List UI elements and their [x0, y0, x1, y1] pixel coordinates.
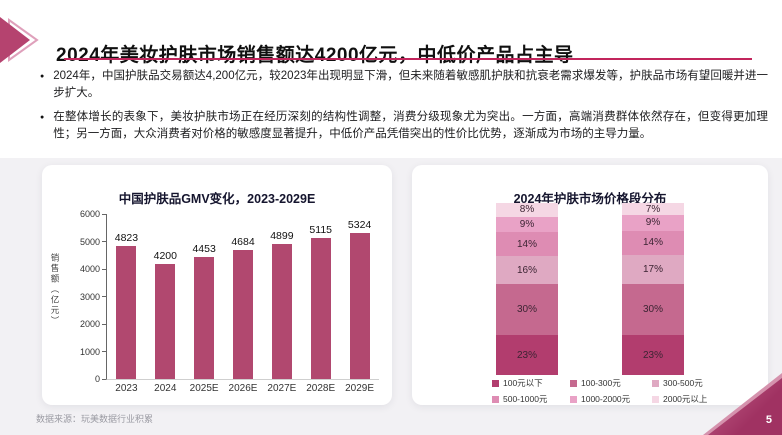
page-number: 5 — [765, 414, 772, 426]
y-axis-tick-label: 0 — [94, 374, 100, 384]
y-axis-tick — [102, 378, 106, 380]
slide-title: 2024年美妆护肤市场销售额达4200亿元，中低价产品占主导 — [56, 44, 574, 66]
data-source-note: 数据来源：玩美数据行业积累 — [36, 414, 154, 424]
segment-1000-2000元: 9% — [496, 216, 558, 233]
segment-300-500元: 16% — [496, 256, 558, 284]
price-chart-title: 2024年护肤市场价格段分布 — [513, 192, 667, 207]
x-axis-label: 2028E — [306, 383, 336, 394]
header-arrow-icon — [0, 14, 42, 71]
x-axis-label: 2024 — [154, 383, 177, 394]
gmv-bar-chart: 0 1000 2000 3000 4000 5000 6000 4823 2023 4200 202… — [80, 209, 379, 395]
bar-value-label: 4684 — [231, 236, 255, 249]
bullet-text-2: 在整体增长的表象下，美妆护肤市场正在经历深刻的结构性调整，消费分级现象尤为突出。… — [53, 111, 768, 140]
gmv-bar — [194, 256, 215, 379]
bar-value-label: 5115 — [309, 224, 333, 237]
legend-item: 2000元以上 — [652, 393, 744, 405]
legend-label: 100元以下 — [503, 378, 543, 388]
y-axis-tick — [102, 268, 106, 270]
y-axis-tick-label: 4000 — [79, 264, 100, 274]
segment-300-500元: 17% — [622, 254, 684, 284]
y-axis-tick-label: 3000 — [79, 291, 100, 302]
x-axis-label: 2025E — [189, 383, 219, 394]
bar-column-2024: 4200 2024 — [146, 214, 185, 395]
summary-bullets: ● 2024年，中国护肤品交易额达4,200亿元，较2023年出现明显下滑，但未… — [40, 68, 768, 150]
legend-swatch-icon — [492, 395, 499, 403]
legend-swatch-icon — [652, 395, 659, 403]
y-axis-tick — [102, 296, 106, 297]
legend-swatch-icon — [570, 379, 577, 387]
y-axis-tick-label: 1000 — [79, 346, 100, 357]
segment-2000元以上: 7% — [622, 203, 684, 216]
x-axis-label: 2026E — [228, 383, 258, 394]
gmv-bar — [155, 263, 176, 379]
gmv-bar — [271, 244, 292, 379]
gmv-bar — [233, 250, 253, 379]
y-axis-tick-label: 2000 — [79, 319, 100, 329]
legend-item: 100-300元 — [570, 377, 652, 389]
legend-label: 1000-2000元 — [581, 394, 631, 404]
legend-item: 500-1000元 — [492, 393, 570, 405]
x-axis-label: 2029E — [345, 383, 375, 394]
y-axis-tick — [102, 351, 106, 352]
legend-label: 100-300元 — [581, 378, 621, 388]
segment-500-1000元: 14% — [496, 232, 558, 257]
legend-swatch-icon — [492, 379, 499, 387]
bar-value-label: 4899 — [270, 230, 294, 243]
gmv-y-axis-title: 销售额（亿元） — [50, 253, 60, 327]
y-axis-tick-label: 6000 — [79, 209, 100, 219]
segment-500-1000元: 14% — [622, 230, 684, 255]
bar-column-2029E: 5324 2029E — [340, 214, 379, 394]
bar-column-2025E: 4453 2025E — [185, 214, 224, 394]
segment-100元以下: 23% — [622, 335, 684, 375]
legend-item: 100元以下 — [492, 377, 570, 389]
bar-value-label: 5324 — [347, 218, 372, 231]
stacked-bar-2: 7% 9% 14% 17% 30% 23% — [622, 203, 684, 375]
title-underline — [64, 58, 752, 60]
segment-100-300元: 30% — [622, 283, 684, 336]
price-stacked-chart: 8% 9% 14% 16% 30% 23% 7% 9% 14% 17% 30% 23% — [412, 203, 768, 375]
legend-swatch-icon — [652, 379, 659, 387]
segment-100元以下: 23% — [496, 335, 558, 375]
bullet-item-2: ● 在整体增长的表象下，美妆护肤市场正在经历深刻的结构性调整，消费分级现象尤为突… — [40, 109, 768, 143]
bullet-text-1: 2024年，中国护肤品交易额达4,200亿元，较2023年出现明显下滑，但未来随… — [53, 70, 768, 99]
gmv-bar — [310, 238, 331, 379]
legend-swatch-icon — [570, 395, 577, 403]
bar-column-2026E: 4684 2026E — [224, 214, 263, 394]
gmv-bar — [349, 232, 370, 379]
bar-value-label: 4200 — [153, 249, 177, 262]
legend-item: 300-500元 — [652, 377, 744, 389]
stacked-bar-1: 8% 9% 14% 16% 30% 23% — [496, 203, 558, 375]
legend-item: 1000-2000元 — [570, 393, 652, 405]
legend-label: 2000元以上 — [663, 394, 708, 404]
gmv-chart-title: 中国护肤品GMV变化，2023-2029E — [118, 192, 316, 207]
x-axis-label: 2027E — [267, 383, 297, 394]
segment-1000-2000元: 9% — [622, 215, 684, 231]
slide-header: 2024年美妆护肤市场销售额达4200亿元，中低价产品占主导 — [0, 8, 782, 66]
legend-label: 300-500元 — [663, 378, 703, 388]
y-axis-tick — [102, 323, 106, 325]
bar-value-label: 4823 — [114, 232, 139, 245]
bar-column-2023: 4823 2023 — [107, 214, 146, 394]
segment-2000元以上: 8% — [496, 203, 558, 217]
y-axis-tick — [102, 241, 106, 242]
y-axis-tick-label: 5000 — [79, 236, 100, 247]
y-axis-tick — [102, 213, 106, 215]
legend-label: 500-1000元 — [503, 394, 548, 404]
price-chart-card: 2024年护肤市场价格段分布 8% 9% 14% 16% 30% 23% 7% 9% 14% 17… — [412, 165, 768, 405]
bar-column-2028E: 5115 2028E — [301, 214, 340, 394]
gmv-bar — [116, 246, 137, 379]
segment-100-300元: 30% — [496, 283, 558, 336]
bar-column-2027E: 4899 2027E — [262, 214, 301, 394]
gmv-chart-card: 中国护肤品GMV变化，2023-2029E 销售额（亿元） 0 1000 2000 3… — [42, 165, 392, 405]
price-chart-legend: 100元以下 100-300元 300-500元 500-1000元 1000-2000… — [492, 377, 744, 405]
bullet-item-1: ● 2024年，中国护肤品交易额达4,200亿元，较2023年出现明显下滑，但未… — [40, 68, 768, 102]
x-axis-label: 2023 — [115, 383, 138, 394]
bar-value-label: 4453 — [192, 242, 216, 255]
bullet-dot-icon: ● — [40, 114, 45, 121]
bullet-dot-icon: ● — [40, 73, 45, 80]
